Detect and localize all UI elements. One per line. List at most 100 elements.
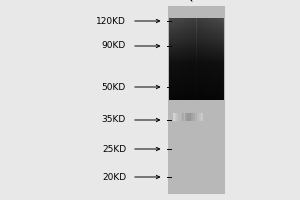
Bar xyxy=(169,79,224,81)
Bar xyxy=(169,45,224,47)
Bar xyxy=(200,18,202,100)
Bar xyxy=(191,18,193,100)
Bar xyxy=(169,88,224,89)
Text: 50KD: 50KD xyxy=(102,83,126,92)
Bar xyxy=(172,113,175,121)
Text: 25KD: 25KD xyxy=(102,144,126,154)
Bar xyxy=(178,113,181,121)
Bar xyxy=(169,69,224,70)
Bar xyxy=(169,92,224,93)
Text: Raji: Raji xyxy=(186,0,207,3)
Bar xyxy=(195,18,196,100)
Bar xyxy=(184,18,186,100)
Bar xyxy=(172,18,173,100)
Bar xyxy=(169,36,224,37)
Bar xyxy=(169,93,224,95)
Bar xyxy=(169,22,224,23)
Bar xyxy=(169,63,224,64)
Bar xyxy=(169,67,224,69)
Bar xyxy=(169,70,224,71)
Bar xyxy=(169,82,224,84)
Bar xyxy=(169,71,224,73)
Bar xyxy=(175,113,176,121)
Bar xyxy=(169,21,224,22)
Bar xyxy=(169,41,224,43)
Bar xyxy=(169,34,224,36)
Bar xyxy=(168,6,225,194)
Bar xyxy=(169,56,224,58)
Bar xyxy=(169,95,224,96)
Bar xyxy=(169,78,224,79)
Bar xyxy=(213,18,214,100)
Bar xyxy=(190,113,193,121)
Bar xyxy=(169,73,224,74)
Bar xyxy=(193,18,194,100)
Bar xyxy=(198,18,199,100)
Bar xyxy=(169,90,224,92)
Bar xyxy=(220,18,221,100)
Text: 120KD: 120KD xyxy=(96,17,126,25)
Bar xyxy=(178,18,179,100)
Bar xyxy=(169,49,224,51)
Bar xyxy=(186,18,187,100)
Bar xyxy=(222,18,224,100)
Bar xyxy=(175,18,176,100)
Bar xyxy=(169,84,224,85)
Bar xyxy=(184,113,187,121)
Bar xyxy=(169,48,224,49)
Bar xyxy=(193,113,194,121)
Bar xyxy=(199,113,200,121)
Bar xyxy=(169,26,224,28)
Bar xyxy=(188,113,190,121)
Bar xyxy=(214,18,215,100)
Bar xyxy=(169,33,224,34)
Bar xyxy=(169,59,224,60)
Bar xyxy=(169,19,224,21)
Bar xyxy=(211,18,213,100)
Bar xyxy=(169,86,224,88)
Bar xyxy=(169,77,224,78)
Bar xyxy=(169,97,224,99)
Bar xyxy=(218,18,220,100)
Bar xyxy=(169,55,224,56)
Text: 20KD: 20KD xyxy=(102,172,126,182)
Bar xyxy=(169,89,224,90)
Bar xyxy=(169,18,171,100)
Bar xyxy=(173,18,175,100)
Bar xyxy=(183,18,184,100)
Bar xyxy=(196,18,198,100)
Bar xyxy=(169,58,224,59)
Text: 90KD: 90KD xyxy=(102,42,126,50)
Bar xyxy=(202,18,203,100)
Bar xyxy=(210,18,211,100)
Bar xyxy=(169,51,224,52)
Bar xyxy=(169,99,224,100)
Bar xyxy=(188,18,190,100)
Bar xyxy=(169,23,224,25)
Bar xyxy=(169,52,224,54)
Bar xyxy=(200,113,202,121)
Bar xyxy=(176,18,178,100)
Bar xyxy=(205,18,206,100)
Bar xyxy=(169,81,224,82)
Bar xyxy=(169,37,224,38)
Bar xyxy=(169,62,224,63)
Bar xyxy=(182,18,183,100)
Text: 35KD: 35KD xyxy=(102,116,126,124)
Bar xyxy=(169,54,224,55)
Bar xyxy=(169,40,224,41)
Bar xyxy=(169,47,224,48)
Bar xyxy=(169,29,224,30)
Bar xyxy=(187,18,188,100)
Bar xyxy=(169,38,224,40)
Bar xyxy=(169,44,224,45)
Bar xyxy=(169,43,224,44)
Bar xyxy=(169,32,224,33)
Bar xyxy=(169,96,224,97)
Bar xyxy=(203,18,205,100)
Bar xyxy=(209,18,210,100)
Bar xyxy=(182,113,184,121)
Bar xyxy=(190,18,191,100)
Bar xyxy=(169,66,224,67)
Bar xyxy=(206,18,207,100)
